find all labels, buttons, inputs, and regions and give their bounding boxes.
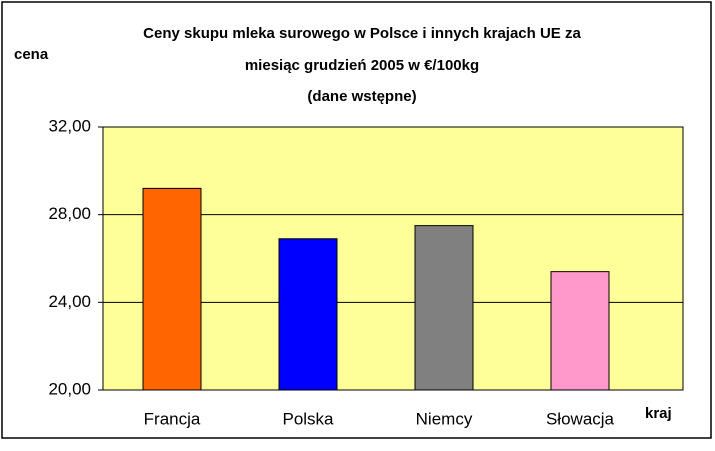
chart-title: (dane wstępne) <box>307 88 416 105</box>
y-tick-label: 20,00 <box>48 379 91 398</box>
chart-title: Ceny skupu mleka surowego w Polsce i inn… <box>143 25 581 42</box>
y-axis-label: cena <box>14 46 49 63</box>
bar <box>278 238 338 391</box>
x-tick-label: Niemcy <box>416 409 473 428</box>
bar <box>550 271 610 391</box>
x-tick-label: Polska <box>282 409 334 428</box>
bar <box>142 187 202 391</box>
y-tick-label: 32,00 <box>48 116 91 135</box>
x-tick-label: Słowacja <box>546 409 615 428</box>
bar <box>414 225 474 391</box>
y-tick-label: 24,00 <box>48 292 91 311</box>
y-tick-label: 28,00 <box>48 204 91 223</box>
chart-title: miesiąc grudzień 2005 w €/100kg <box>245 57 479 74</box>
x-axis-label: kraj <box>645 405 672 422</box>
x-tick-label: Francja <box>144 409 201 428</box>
